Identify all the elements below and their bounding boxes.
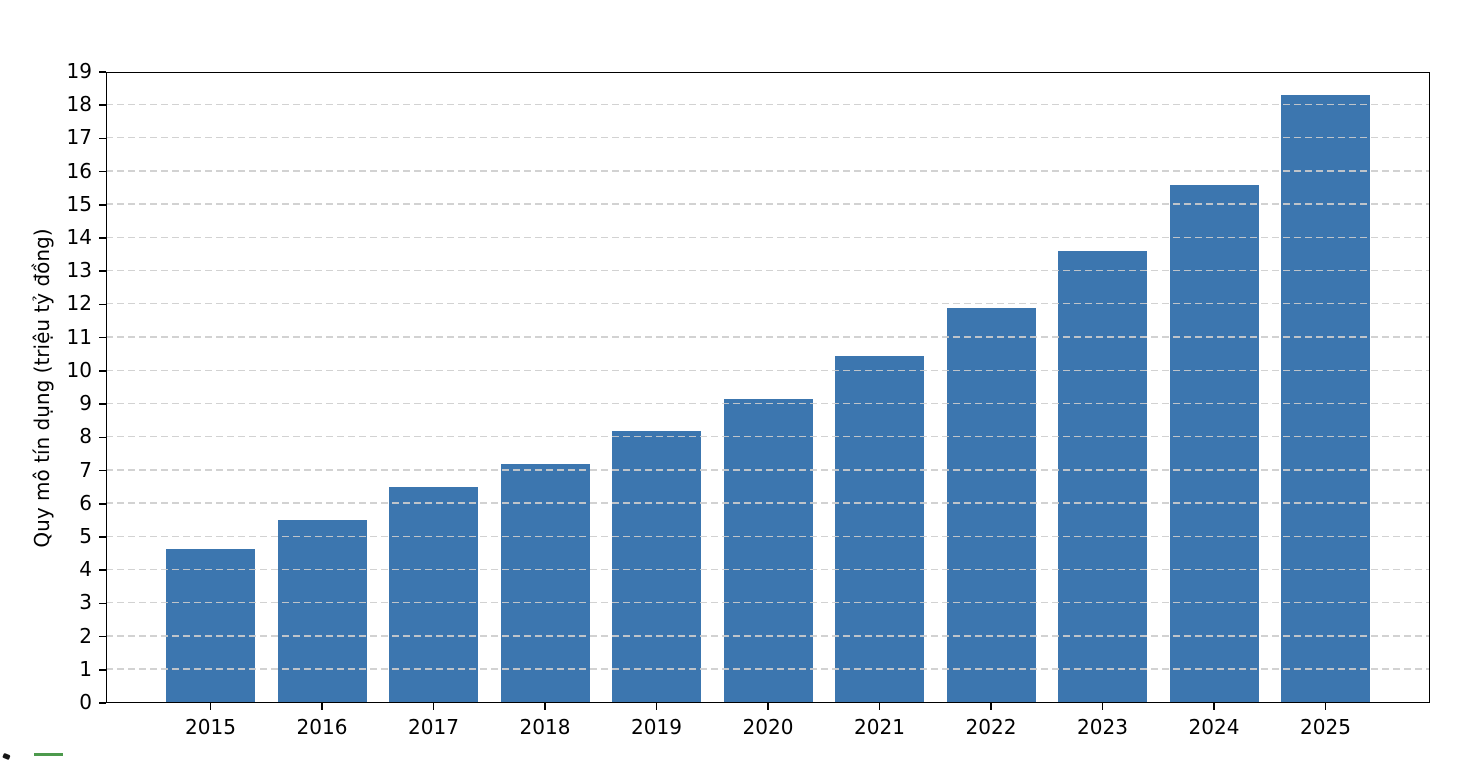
y-tick-mark bbox=[99, 137, 106, 140]
bar-2020 bbox=[723, 399, 813, 703]
y-tick-label: 17 bbox=[66, 125, 92, 150]
x-tick-label: 2019 bbox=[631, 715, 682, 739]
y-tick-label: 3 bbox=[79, 590, 92, 615]
gridline bbox=[106, 402, 1430, 405]
y-tick-label: 18 bbox=[66, 92, 92, 117]
y-tick-label: 19 bbox=[66, 59, 92, 83]
plot-area bbox=[106, 72, 1430, 703]
gridline bbox=[106, 435, 1430, 438]
y-tick-mark bbox=[99, 336, 106, 339]
gridline bbox=[106, 469, 1430, 471]
y-tick-mark bbox=[99, 303, 106, 306]
y-tick-mark bbox=[99, 370, 106, 372]
bar-2015 bbox=[166, 548, 255, 703]
y-tick-label: 7 bbox=[79, 457, 92, 482]
x-tick-mark bbox=[1213, 703, 1215, 710]
x-tick-label: 2020 bbox=[742, 715, 794, 739]
y-tick-label: 11 bbox=[66, 324, 92, 349]
clipped-text-glyph-artifact bbox=[2, 752, 11, 760]
x-tick-mark bbox=[767, 703, 769, 710]
gridline bbox=[106, 568, 1430, 571]
y-tick-mark bbox=[99, 702, 106, 704]
y-tick-label: 9 bbox=[79, 391, 92, 416]
x-tick-mark bbox=[655, 703, 658, 710]
x-tick-label: 2015 bbox=[185, 715, 236, 739]
y-tick-mark bbox=[99, 569, 106, 571]
bar-2016 bbox=[277, 520, 367, 703]
y-tick-label: 1 bbox=[79, 656, 92, 681]
bar-2023 bbox=[1058, 251, 1147, 703]
x-tick-mark bbox=[432, 703, 435, 710]
gridline bbox=[106, 203, 1430, 205]
y-tick-mark bbox=[99, 469, 106, 472]
y-tick-mark bbox=[99, 270, 106, 273]
gridline bbox=[106, 137, 1430, 139]
y-tick-label: 0 bbox=[79, 690, 92, 714]
y-tick-mark bbox=[99, 71, 106, 73]
x-tick-label: 2022 bbox=[965, 715, 1017, 739]
y-tick-mark bbox=[99, 635, 106, 638]
y-tick-label: 2 bbox=[79, 623, 92, 648]
y-tick-label: 12 bbox=[66, 291, 92, 316]
x-tick-mark bbox=[544, 703, 546, 710]
y-tick-label: 8 bbox=[79, 424, 92, 449]
y-tick-mark bbox=[99, 204, 106, 206]
bar-2025 bbox=[1281, 95, 1370, 703]
gridline bbox=[106, 170, 1430, 172]
y-tick-mark bbox=[99, 502, 106, 505]
y-tick-mark bbox=[99, 436, 106, 439]
bar-2019 bbox=[612, 430, 701, 703]
bar-2021 bbox=[835, 355, 924, 703]
x-tick-label: 2024 bbox=[1188, 715, 1240, 739]
x-tick-label: 2017 bbox=[408, 715, 459, 739]
bar-2017 bbox=[389, 487, 478, 703]
x-tick-label: 2018 bbox=[519, 715, 571, 739]
gridline bbox=[106, 535, 1430, 537]
x-tick-mark bbox=[1101, 703, 1104, 710]
gridline bbox=[106, 103, 1430, 106]
gridline bbox=[106, 303, 1430, 305]
x-tick-label: 2016 bbox=[296, 715, 348, 739]
gridline bbox=[106, 369, 1430, 371]
y-tick-mark bbox=[99, 536, 106, 538]
y-tick-mark bbox=[99, 104, 106, 106]
bar-2022 bbox=[946, 307, 1036, 703]
y-tick-label: 14 bbox=[66, 225, 92, 250]
x-tick-label: 2023 bbox=[1077, 715, 1128, 739]
y-axis-label: Quy mô tín dụng (triệu tỷ đồng) bbox=[30, 228, 54, 548]
x-tick-mark bbox=[990, 703, 992, 710]
bar-2024 bbox=[1169, 184, 1259, 703]
gridline bbox=[106, 502, 1430, 504]
y-tick-mark bbox=[99, 668, 106, 671]
x-tick-mark bbox=[878, 703, 881, 710]
y-tick-label: 4 bbox=[79, 557, 92, 582]
y-tick-label: 10 bbox=[66, 357, 92, 382]
y-tick-label: 6 bbox=[79, 490, 92, 515]
y-tick-label: 15 bbox=[66, 191, 92, 216]
gridline bbox=[106, 269, 1430, 272]
x-tick-mark bbox=[209, 703, 212, 710]
y-tick-mark bbox=[99, 602, 106, 605]
gridline bbox=[106, 236, 1430, 239]
x-tick-label: 2025 bbox=[1300, 715, 1351, 739]
clipped-legend-line-artifact bbox=[34, 753, 63, 756]
y-tick-label: 16 bbox=[66, 158, 92, 183]
x-tick-label: 2021 bbox=[854, 715, 905, 739]
y-tick-mark bbox=[99, 170, 106, 173]
bar-2018 bbox=[500, 463, 590, 703]
gridline bbox=[106, 336, 1430, 338]
y-tick-mark bbox=[99, 237, 106, 239]
y-tick-label: 13 bbox=[66, 258, 92, 283]
y-tick-mark bbox=[99, 403, 106, 405]
x-tick-mark bbox=[321, 703, 323, 710]
gridline bbox=[106, 635, 1430, 637]
gridline bbox=[106, 668, 1430, 670]
gridline bbox=[106, 601, 1430, 604]
x-tick-mark bbox=[1324, 703, 1327, 710]
y-tick-label: 5 bbox=[79, 523, 92, 548]
